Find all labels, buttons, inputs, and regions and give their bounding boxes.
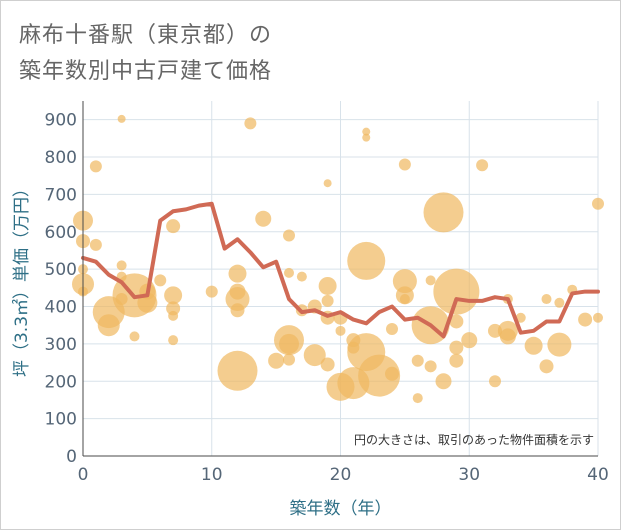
data-bubble <box>449 340 464 355</box>
data-bubble <box>255 210 272 227</box>
x-tick-label: 0 <box>78 465 89 485</box>
x-axis-label: 築年数（年） <box>290 499 392 519</box>
data-bubble <box>228 264 247 283</box>
data-bubble <box>539 359 554 374</box>
y-tick-label: 500 <box>45 260 77 280</box>
data-bubble <box>283 353 295 366</box>
data-bubble <box>362 133 371 142</box>
data-bubble <box>89 160 102 173</box>
y-tick-label: 900 <box>45 111 77 131</box>
data-bubble <box>318 276 337 295</box>
y-tick-label: 100 <box>45 410 77 430</box>
data-bubble <box>578 312 593 327</box>
data-bubble <box>399 294 410 305</box>
data-bubble <box>347 241 386 280</box>
y-tick-label: 300 <box>45 335 77 355</box>
y-tick-label: 600 <box>45 223 77 243</box>
data-bubble <box>489 375 501 388</box>
data-bubble <box>524 336 543 355</box>
average-line-series <box>81 201 600 339</box>
data-bubble <box>488 323 502 338</box>
data-bubble <box>296 271 307 282</box>
data-bubble <box>554 297 565 308</box>
data-bubble <box>268 352 285 369</box>
data-bubble <box>412 393 423 404</box>
data-bubble <box>323 179 332 188</box>
data-bubble <box>433 268 480 315</box>
y-tick-label: 0 <box>66 447 77 467</box>
data-bubble <box>423 192 464 233</box>
data-bubble <box>335 325 346 336</box>
average-price-line <box>81 201 600 339</box>
data-bubble <box>89 238 102 251</box>
data-bubble <box>499 328 516 345</box>
data-bubble <box>320 357 335 372</box>
data-bubble <box>547 332 572 357</box>
data-bubble <box>217 350 258 391</box>
data-bubble <box>411 354 424 367</box>
data-bubble <box>279 333 299 354</box>
data-bubble <box>424 360 437 373</box>
data-bubble <box>154 274 167 287</box>
bubble-series <box>72 114 604 404</box>
data-bubble <box>230 303 245 318</box>
chart-title-line1: 麻布十番駅（東京都）の <box>19 23 273 48</box>
data-bubble <box>515 312 526 323</box>
axes: 0 100 200 300 400 500 600 700 800 900 0 10 20 30 40 <box>45 101 609 485</box>
data-bubble <box>449 353 464 368</box>
data-bubble <box>284 267 294 278</box>
data-bubble <box>461 332 478 349</box>
data-bubble <box>168 335 179 346</box>
y-tick-label: 400 <box>45 298 77 318</box>
data-bubble <box>164 286 183 305</box>
data-bubble <box>392 269 417 294</box>
data-bubble <box>435 373 452 390</box>
data-bubble <box>398 158 411 171</box>
data-bubble <box>541 294 552 305</box>
data-bubble <box>476 159 489 172</box>
y-tick-label: 800 <box>45 148 77 168</box>
data-bubble <box>593 312 603 323</box>
data-bubble <box>592 197 604 210</box>
x-tick-label: 30 <box>458 465 480 485</box>
data-bubble <box>321 294 334 307</box>
data-bubble <box>205 285 218 298</box>
data-bubble <box>166 219 181 234</box>
x-tick-label: 10 <box>201 465 223 485</box>
data-bubble <box>303 344 326 367</box>
data-bubble <box>129 331 140 342</box>
data-bubble <box>168 310 179 321</box>
data-bubble <box>358 354 401 397</box>
data-bubble <box>449 314 464 329</box>
chart-title-line2: 築年数別中古戸建て価格 <box>19 59 273 84</box>
x-tick-label: 20 <box>330 465 352 485</box>
y-tick-label: 700 <box>45 185 77 205</box>
data-bubble <box>117 114 126 123</box>
data-bubble <box>385 366 399 381</box>
data-bubble <box>225 287 250 312</box>
data-bubble <box>283 229 295 242</box>
y-tick-label: 200 <box>45 372 77 392</box>
size-note: 円の大きさは、取引のあった物件面積を示す <box>354 432 594 447</box>
data-bubble <box>425 275 436 286</box>
x-tick-label: 40 <box>587 465 609 485</box>
data-bubble <box>362 127 371 136</box>
y-axis-label: 坪（3.3㎡）単価（万円） <box>12 180 32 377</box>
data-bubble <box>116 260 127 271</box>
data-bubble <box>166 301 181 316</box>
data-bubble <box>97 314 120 337</box>
data-bubble <box>386 322 398 335</box>
data-bubble <box>244 117 257 130</box>
